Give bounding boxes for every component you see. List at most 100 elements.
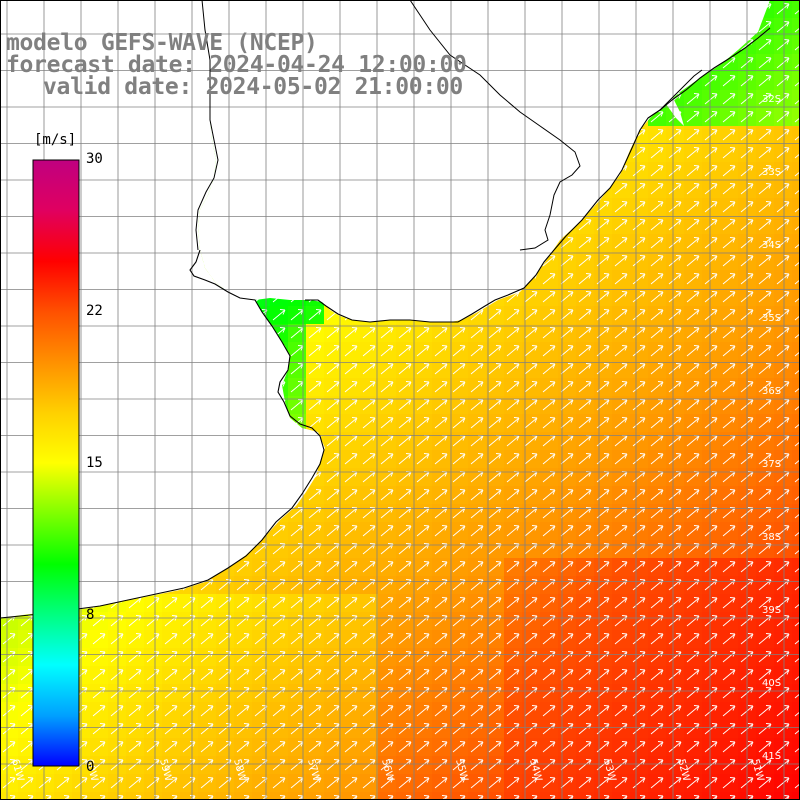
wind-arrow bbox=[236, 597, 250, 609]
wind-arrow bbox=[758, 165, 772, 177]
wind-arrow bbox=[542, 525, 556, 537]
wind-arrow bbox=[344, 345, 358, 357]
wind-arrow bbox=[776, 3, 790, 15]
wind-arrow bbox=[434, 453, 448, 465]
wind-arrow bbox=[614, 255, 628, 267]
wind-arrow bbox=[614, 183, 628, 195]
wind-arrow bbox=[542, 399, 556, 411]
colorbar-tick-15: 15 bbox=[86, 455, 103, 471]
wind-cell bbox=[792, 612, 800, 631]
wind-arrow bbox=[362, 633, 376, 645]
wind-arrow bbox=[434, 597, 448, 609]
wind-arrow bbox=[344, 417, 358, 429]
wind-arrow bbox=[434, 345, 448, 357]
wind-arrow bbox=[398, 363, 412, 375]
wind-arrow bbox=[650, 561, 664, 573]
wind-cell bbox=[792, 162, 800, 181]
wind-arrow bbox=[794, 81, 800, 87]
wind-arrow bbox=[452, 399, 466, 411]
wind-arrow bbox=[668, 327, 682, 339]
wind-arrow bbox=[668, 237, 682, 249]
wind-cell bbox=[234, 792, 253, 800]
wind-arrow bbox=[434, 489, 448, 501]
wind-arrow bbox=[416, 633, 430, 645]
wind-arrow bbox=[668, 291, 682, 303]
wind-arrow bbox=[380, 741, 394, 753]
wind-arrow bbox=[650, 633, 664, 645]
wind-arrow bbox=[200, 777, 214, 789]
wind-arrow bbox=[326, 633, 340, 645]
wind-arrow bbox=[758, 255, 772, 267]
wind-arrow bbox=[794, 351, 800, 357]
wind-arrow bbox=[578, 219, 592, 231]
wind-arrow bbox=[668, 201, 682, 213]
wind-arrow bbox=[470, 363, 484, 375]
wind-arrow bbox=[614, 345, 628, 357]
wind-cell bbox=[792, 18, 800, 37]
wind-arrow bbox=[308, 525, 322, 537]
wind-arrow bbox=[794, 783, 800, 789]
wind-arrow bbox=[776, 75, 790, 87]
wind-arrow bbox=[776, 327, 790, 339]
wind-arrow bbox=[632, 165, 646, 177]
wind-cell bbox=[792, 216, 800, 235]
wind-arrow bbox=[776, 219, 790, 231]
uruguay-border bbox=[195, 0, 219, 251]
wind-arrow bbox=[794, 423, 800, 429]
wind-arrow bbox=[488, 489, 502, 501]
wind-arrow bbox=[434, 417, 448, 429]
wind-arrow bbox=[110, 741, 124, 753]
wind-arrow bbox=[704, 489, 718, 501]
wind-arrow bbox=[758, 237, 772, 249]
wind-arrow bbox=[614, 417, 628, 429]
wind-arrow bbox=[650, 129, 664, 141]
wind-arrow bbox=[92, 633, 106, 645]
wind-arrow bbox=[470, 741, 484, 753]
wind-arrow bbox=[470, 633, 484, 645]
wind-arrow bbox=[686, 183, 700, 195]
lat-label: 35S bbox=[762, 313, 781, 324]
wind-arrow bbox=[182, 777, 196, 789]
wind-arrow bbox=[758, 273, 772, 285]
wind-arrow bbox=[578, 597, 592, 609]
wind-arrow bbox=[722, 561, 736, 573]
wind-arrow bbox=[2, 741, 16, 753]
wind-arrow bbox=[704, 327, 718, 339]
wind-arrow bbox=[488, 363, 502, 375]
colorbar bbox=[32, 159, 80, 767]
wind-arrow bbox=[650, 417, 664, 429]
wind-arrow bbox=[614, 201, 628, 213]
wind-arrow bbox=[344, 669, 358, 681]
wind-arrow bbox=[794, 243, 800, 249]
wind-arrow bbox=[794, 279, 800, 285]
wind-arrow bbox=[686, 291, 700, 303]
brazil-border bbox=[409, 0, 581, 251]
wind-arrow bbox=[308, 687, 322, 699]
wind-arrow bbox=[650, 237, 664, 249]
wind-arrow bbox=[110, 777, 124, 789]
wind-arrow bbox=[578, 705, 592, 717]
wind-arrow bbox=[776, 165, 790, 177]
wind-arrow bbox=[92, 741, 106, 753]
wind-arrow bbox=[2, 669, 16, 681]
wind-arrow bbox=[380, 705, 394, 717]
wind-arrow bbox=[614, 273, 628, 285]
wind-arrow bbox=[794, 369, 800, 375]
wind-arrow bbox=[236, 561, 250, 573]
wind-arrow bbox=[542, 363, 556, 375]
wind-arrow bbox=[308, 381, 322, 393]
wind-arrow bbox=[704, 309, 718, 321]
wind-cell bbox=[792, 234, 800, 253]
wind-arrow bbox=[758, 291, 772, 303]
wind-cell bbox=[792, 576, 800, 595]
wind-arrow bbox=[380, 327, 394, 339]
wind-arrow bbox=[758, 183, 772, 195]
wind-arrow bbox=[776, 129, 790, 141]
wind-arrow bbox=[362, 399, 376, 411]
wind-arrow bbox=[776, 489, 790, 501]
wind-arrow bbox=[614, 327, 628, 339]
wind-arrow bbox=[524, 597, 538, 609]
wind-arrow bbox=[398, 417, 412, 429]
wind-arrow bbox=[398, 597, 412, 609]
